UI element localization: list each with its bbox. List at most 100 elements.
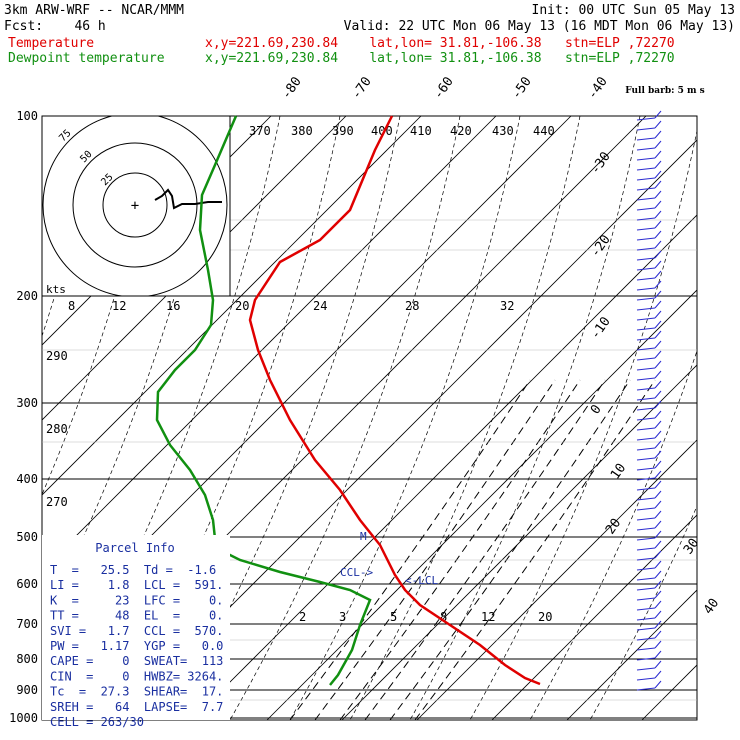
pressure-label: 200 — [16, 289, 38, 303]
wind-barb-flag — [654, 310, 662, 319]
wind-barb-flag — [654, 400, 662, 409]
wind-barb — [636, 317, 656, 321]
pressure-label: 300 — [16, 396, 38, 410]
mixing-ratio-labels: 2 3 5 8 12 20 — [299, 610, 552, 624]
wind-barb-flag — [654, 460, 662, 469]
theta-label: 370 — [249, 124, 271, 138]
pressure-label: 900 — [16, 683, 38, 697]
dry-adiabat — [229, 116, 461, 720]
wind-barb — [636, 507, 656, 511]
temperature-legend: Temperature — [8, 36, 94, 51]
theta-label: 270 — [46, 495, 68, 509]
wind-barb-flag — [654, 420, 662, 429]
pressure-label: 600 — [16, 577, 38, 591]
wind-barb-flag — [654, 350, 662, 359]
lcl-annotation: <-LCL — [405, 574, 438, 587]
dewpoint-legend: Dewpoint temperature — [8, 51, 165, 66]
isotherm-label: 10 — [608, 461, 629, 482]
moist-adiabat — [314, 379, 556, 720]
wind-barb — [636, 477, 656, 481]
wind-barb — [636, 527, 656, 531]
wind-barb — [636, 247, 656, 251]
wind-barb — [636, 407, 656, 411]
mixing-ratio-label: 5 — [390, 610, 397, 624]
wind-barb-flag — [654, 620, 662, 629]
dry-adiabat — [49, 116, 281, 720]
dry-adiabat — [469, 128, 697, 720]
isotherm-label: -80 — [279, 74, 305, 102]
wind-barb-flag — [654, 290, 662, 299]
isotherm-label: 40 — [701, 596, 722, 617]
wind-barb — [636, 607, 656, 611]
wind-barb-flag — [654, 170, 662, 179]
moist-adiabat — [414, 379, 656, 720]
wind-barb — [636, 537, 656, 541]
upper-axis-label: 24 — [313, 299, 327, 313]
wind-barb-flag — [654, 320, 662, 329]
temperature-location: x,y=221.69,230.84 lat,lon= 31.81,-106.38… — [205, 36, 675, 51]
wind-barb-flag — [654, 160, 662, 169]
wind-barb-flag — [654, 570, 662, 579]
wind-barb — [636, 287, 656, 291]
wind-barb-flag — [654, 270, 662, 279]
wind-barb-flag — [654, 610, 662, 619]
isotherm-line — [416, 439, 697, 720]
isotherm-line — [191, 214, 697, 720]
wind-barb-flag — [654, 280, 662, 289]
wind-barbs — [636, 110, 662, 691]
isotherm-label: -20 — [588, 232, 614, 260]
isotherm-line — [341, 364, 697, 720]
dry-adiabat — [349, 116, 581, 720]
wind-barb — [636, 457, 656, 461]
dry-adiabat — [109, 116, 341, 720]
dry-adiabat — [589, 505, 697, 720]
wind-barb — [636, 647, 656, 651]
wind-barb — [636, 327, 656, 331]
wind-barb-flag — [654, 260, 662, 269]
wind-barb-flag — [654, 130, 662, 139]
wind-barb — [636, 217, 656, 221]
parcel-info-row: SVI = 1.7 CCL = 570. — [50, 624, 223, 638]
wind-barb — [636, 657, 656, 661]
dewpoint-trace — [155, 115, 372, 686]
isotherm-line — [42, 116, 347, 421]
wind-barb — [636, 547, 656, 551]
wind-barb — [636, 197, 656, 201]
wind-barb-flag — [654, 480, 662, 489]
wind-barb-flag — [654, 410, 662, 419]
wind-barb — [636, 397, 656, 401]
init-time: Init: 00 UTC Sun 05 May 13 — [532, 3, 736, 18]
isotherm-label: -70 — [349, 74, 375, 102]
theta-label: 420 — [450, 124, 472, 138]
isotherm-label: -60 — [431, 74, 457, 102]
isotherm-line — [566, 589, 697, 720]
wind-barb — [636, 667, 656, 671]
moist-adiabat — [364, 379, 606, 720]
wind-barb-flag — [654, 650, 662, 659]
upper-axis-label: 28 — [405, 299, 419, 313]
wind-barb-flag — [654, 180, 662, 189]
wind-barb — [636, 437, 656, 441]
wind-barb — [636, 347, 656, 351]
parcel-info-rows: T = 25.5 Td = -1.6LI = 1.8 LCL = 591.K =… — [50, 563, 223, 729]
wind-barb-flag — [654, 340, 662, 349]
theta-label: 440 — [533, 124, 555, 138]
wind-barb — [636, 137, 656, 141]
isotherm-line — [717, 116, 740, 720]
theta-label: 280 — [46, 422, 68, 436]
wind-barb-flag — [654, 150, 662, 159]
dry-adiabat — [529, 349, 697, 720]
wind-barb-flag — [654, 470, 662, 479]
pressure-label: 700 — [16, 617, 38, 631]
full-barb-label: Full barb: 5 m s — [625, 86, 704, 96]
pressure-label: 500 — [16, 530, 38, 544]
wind-barb — [636, 377, 656, 381]
theta-label: 410 — [410, 124, 432, 138]
wind-barb-flag — [654, 240, 662, 249]
isotherm-line — [42, 116, 497, 571]
theta-label: 380 — [291, 124, 313, 138]
wind-barb-flag — [654, 120, 662, 129]
upper-axis-labels: 8 12 16 20 24 28 32 — [68, 299, 514, 313]
hodograph-trace — [154, 188, 222, 210]
wind-barb-flag — [654, 390, 662, 399]
